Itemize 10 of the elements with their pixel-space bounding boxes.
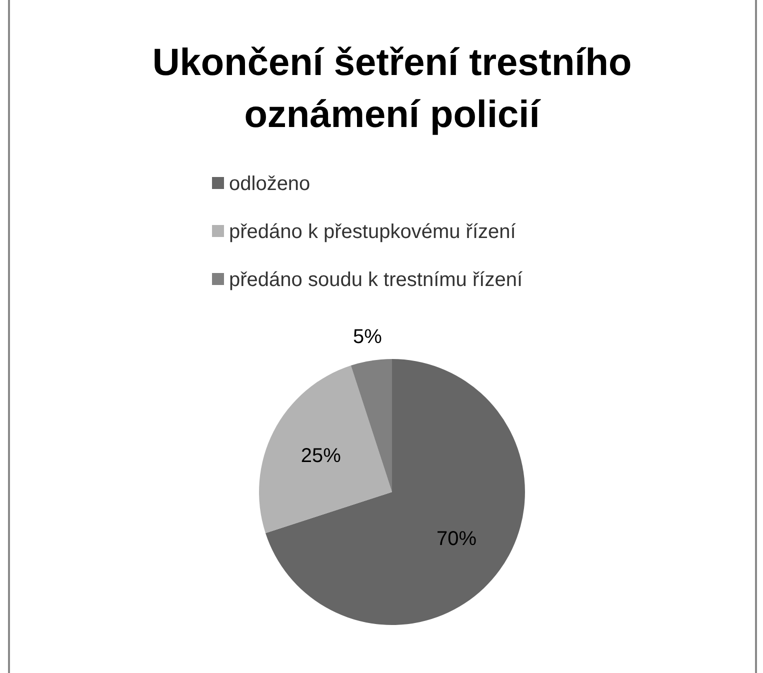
data-label: 25% (300, 444, 342, 467)
pie-slice (350, 359, 392, 492)
pie-slice (259, 366, 392, 534)
data-label: 5% (352, 326, 382, 348)
legend-label: předáno soudu k trestnímu řízení (229, 269, 523, 291)
chart-title: Ukončení šetření trestního oznámení policií (152, 42, 632, 136)
pie-slice (266, 359, 525, 625)
legend-label: předáno k přestupkovému řízení (229, 221, 516, 243)
legend-label: odloženo (229, 173, 310, 195)
data-label: 70% (436, 528, 477, 550)
